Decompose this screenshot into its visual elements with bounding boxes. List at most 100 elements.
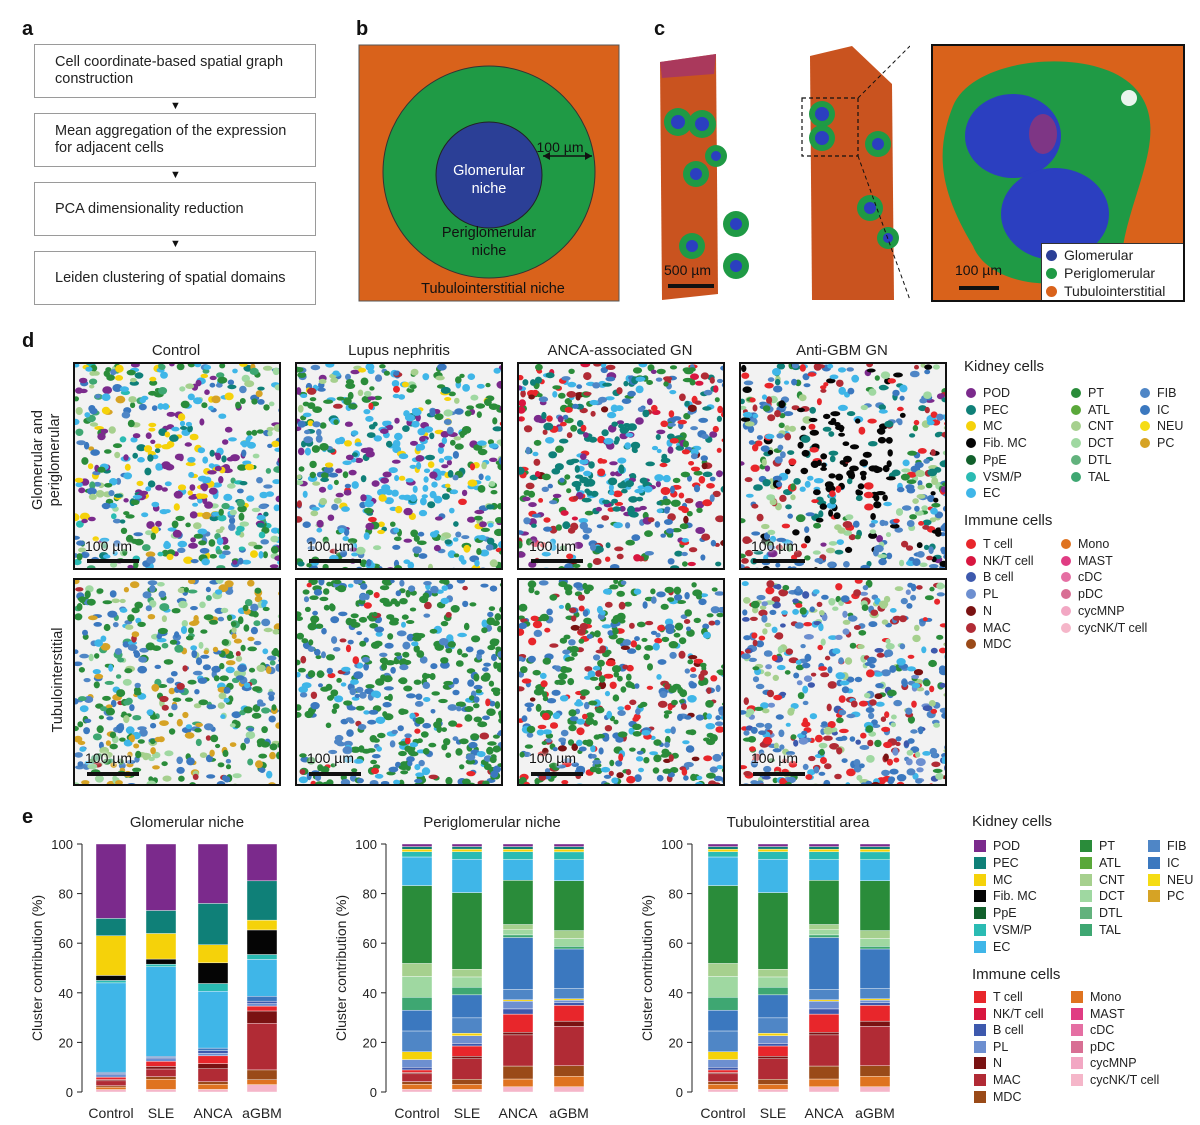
cell-mark — [476, 411, 482, 418]
cell-mark — [722, 470, 723, 475]
legend-label: PL — [983, 587, 999, 602]
legend-swatch — [1080, 873, 1092, 886]
legend-e-kidney-title: Kidney cells — [972, 813, 1053, 830]
bar-segment-fib — [707, 1030, 739, 1052]
cell-mark — [348, 403, 358, 410]
legend-label: Mono — [1090, 990, 1122, 1004]
cell-mark — [893, 699, 903, 707]
zoom-scale-label: 100 µm — [955, 262, 1002, 278]
cell-mark — [218, 413, 227, 419]
cell-mark — [461, 535, 470, 540]
cell-mark — [403, 685, 413, 692]
legend-label: DTL — [1099, 906, 1123, 921]
cell-mark — [173, 503, 180, 511]
cell-mark — [823, 382, 829, 387]
cell-mark — [535, 703, 542, 712]
cell-mark — [198, 699, 209, 706]
cell-mark — [268, 401, 275, 407]
cell-mark — [667, 422, 676, 427]
cell-mark — [193, 703, 202, 709]
cell-mark — [907, 582, 914, 588]
cell-mark — [119, 436, 127, 443]
cell-mark — [105, 740, 111, 746]
cell-mark — [669, 485, 675, 494]
cell-mark — [199, 601, 206, 609]
cell-mark — [857, 483, 865, 490]
cell-mark — [492, 734, 500, 739]
y-tick-label: 100 — [661, 837, 683, 852]
cell-mark — [343, 700, 353, 706]
cell-mark — [558, 392, 566, 399]
legend-label: NK/T cell — [983, 553, 1034, 568]
legend-label: MC — [993, 872, 1013, 887]
cell-mark — [745, 649, 751, 654]
cell-mark — [693, 470, 703, 476]
cell-mark — [656, 368, 666, 375]
cell-mark — [463, 622, 470, 631]
cell-mark — [102, 695, 111, 701]
cell-mark — [622, 639, 632, 646]
bar-segment-mac — [246, 1023, 278, 1071]
legend-swatch — [1071, 1057, 1083, 1070]
cell-mark — [632, 507, 642, 512]
cell-mark — [146, 709, 154, 716]
cell-mark — [329, 604, 336, 612]
cell-mark — [123, 498, 129, 503]
cell-mark — [273, 466, 279, 473]
cell-mark — [588, 436, 598, 443]
cell-mark — [473, 684, 483, 690]
cell-mark — [781, 758, 788, 764]
cell-mark — [383, 686, 394, 691]
cell-mark — [367, 396, 376, 401]
cell-mark — [532, 669, 541, 676]
cell-mark — [303, 436, 313, 444]
cell-mark — [828, 598, 836, 606]
cell-mark — [696, 775, 703, 780]
cell-mark — [711, 587, 718, 592]
cell-mark — [907, 715, 915, 724]
cell-mark — [943, 554, 945, 559]
cell-mark — [798, 394, 807, 402]
cell-mark — [793, 739, 799, 747]
cell-mark — [807, 682, 815, 688]
cell-mark — [865, 780, 873, 784]
cell-mark — [596, 733, 605, 739]
cell-mark — [855, 418, 861, 424]
cell-mark — [841, 686, 850, 694]
legend-d-cycnk-t-cell: cycNK/T cell — [1061, 621, 1147, 635]
cell-mark — [456, 580, 466, 584]
cell-mark — [840, 595, 850, 603]
cell-mark — [474, 559, 480, 567]
cell-mark — [304, 606, 311, 612]
cell-mark — [762, 479, 771, 487]
cell-mark — [267, 443, 273, 448]
cell-mark — [927, 420, 935, 426]
cell-mark — [306, 756, 316, 765]
cell-mark — [664, 586, 674, 594]
cell-mark — [247, 580, 255, 587]
cell-mark — [866, 364, 873, 368]
legend-swatch — [966, 471, 976, 482]
cell-mark — [829, 743, 840, 750]
cell-mark — [102, 758, 112, 765]
cell-mark — [715, 726, 723, 733]
cell-mark — [342, 746, 353, 755]
cell-mark — [402, 641, 411, 650]
cell-mark — [373, 395, 382, 401]
cell-mark — [94, 653, 100, 659]
cell-mark — [422, 672, 429, 680]
cell-mark — [827, 364, 834, 369]
cell-mark — [127, 644, 138, 651]
cell-mark — [253, 620, 261, 627]
bar-segment-dct — [707, 976, 739, 998]
cell-mark — [627, 505, 635, 514]
cell-mark — [359, 691, 367, 699]
cell-mark — [395, 590, 402, 597]
cell-mark — [580, 689, 590, 696]
cell-mark — [715, 561, 722, 567]
cell-mark — [157, 582, 165, 587]
bar-segment-cnt — [553, 930, 585, 939]
legend-label: cycMNP — [1090, 1056, 1137, 1071]
legend-swatch — [1080, 840, 1092, 852]
cell-mark — [487, 741, 497, 746]
